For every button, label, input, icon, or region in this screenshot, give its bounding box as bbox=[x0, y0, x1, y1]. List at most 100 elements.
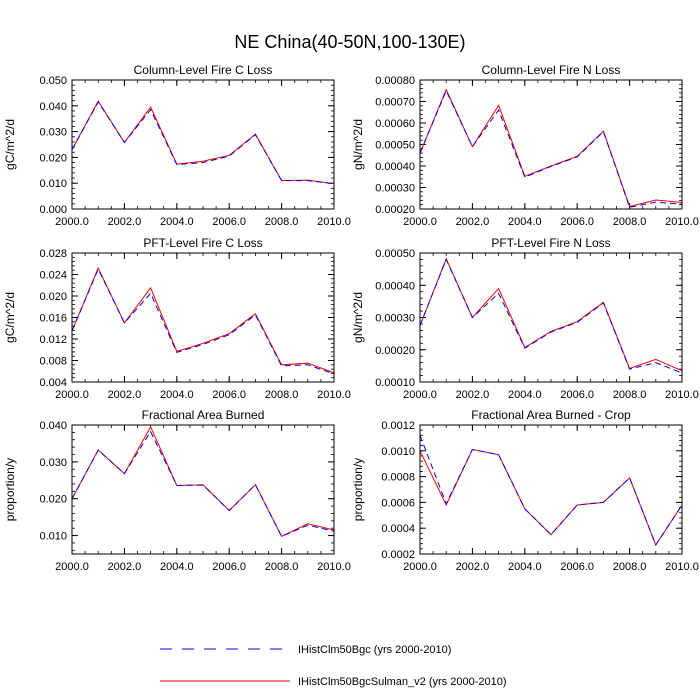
x-tick-label: 2004.0 bbox=[160, 389, 194, 401]
y-tick-label: 0.010 bbox=[39, 531, 67, 543]
y-axis-label: gC/m^2/d bbox=[3, 292, 17, 343]
y-tick-label: 0.008 bbox=[39, 356, 67, 368]
x-tick-label: 2004.0 bbox=[160, 216, 194, 228]
y-tick-label: 0.020 bbox=[39, 494, 67, 506]
chart-panel-3: PFT-Level Fire C Loss gC/m^2/d 2000.0 2002.… bbox=[3, 236, 351, 401]
y-tick-label: 0.028 bbox=[39, 248, 67, 260]
chart-panel-4: PFT-Level Fire N Loss gN/m^2/d 2000.0 2002.… bbox=[351, 236, 699, 401]
y-tick-label: 0.0010 bbox=[381, 446, 415, 458]
x-tick-label: 2008.0 bbox=[265, 561, 299, 573]
y-tick-label: 0.00010 bbox=[375, 377, 415, 389]
y-axis-label: gN/m^2/d bbox=[351, 292, 365, 343]
series-line-1 bbox=[419, 435, 683, 547]
x-tick-label: 2002.0 bbox=[456, 389, 490, 401]
x-tick-label: 2002.0 bbox=[108, 561, 142, 573]
y-tick-label: 0.00030 bbox=[375, 313, 415, 325]
x-tick-label: 2000.0 bbox=[403, 216, 437, 228]
y-tick-label: 0.0008 bbox=[381, 472, 415, 484]
x-tick-label: 2004.0 bbox=[160, 561, 194, 573]
series-line-2 bbox=[419, 448, 683, 547]
x-tick-label: 2002.0 bbox=[108, 216, 142, 228]
y-tick-label: 0.00050 bbox=[375, 140, 415, 152]
x-tick-label: 2000.0 bbox=[403, 389, 437, 401]
x-tick-label: 2004.0 bbox=[508, 216, 542, 228]
y-tick-label: 0.040 bbox=[39, 101, 67, 113]
y-tick-label: 0.00020 bbox=[375, 345, 415, 357]
x-tick-label: 2010.0 bbox=[665, 216, 699, 228]
y-tick-label: 0.040 bbox=[39, 420, 67, 432]
y-tick-label: 0.004 bbox=[39, 377, 67, 389]
x-tick-label: 2000.0 bbox=[55, 389, 89, 401]
x-tick-label: 2008.0 bbox=[265, 389, 299, 401]
figure-title: NE China(40-50N,100-130E) bbox=[234, 32, 465, 52]
series-line-1 bbox=[71, 430, 335, 537]
plot-frame bbox=[71, 424, 335, 555]
legend: IHistClm50Bgc (yrs 2000-2010) IHistClm50… bbox=[160, 644, 506, 688]
y-tick-label: 0.000 bbox=[39, 204, 67, 216]
x-tick-label: 2008.0 bbox=[265, 216, 299, 228]
chart-panel-2: Column-Level Fire N Loss gN/m^2/d 2000.0 20… bbox=[351, 63, 699, 228]
y-axis-label: proportion/y bbox=[351, 458, 365, 521]
plot-frame bbox=[419, 252, 683, 383]
series-line-1 bbox=[419, 89, 683, 208]
y-tick-label: 0.0006 bbox=[381, 497, 415, 509]
x-tick-label: 2002.0 bbox=[456, 216, 490, 228]
x-tick-label: 2004.0 bbox=[508, 561, 542, 573]
panel-title: Fractional Area Burned - Crop bbox=[471, 408, 631, 422]
y-tick-label: 0.050 bbox=[39, 75, 67, 87]
x-tick-label: 2010.0 bbox=[317, 216, 351, 228]
series-line-2 bbox=[71, 100, 335, 185]
x-tick-label: 2006.0 bbox=[212, 216, 246, 228]
panel-title: Column-Level Fire C Loss bbox=[134, 63, 273, 77]
x-tick-label: 2002.0 bbox=[108, 389, 142, 401]
y-tick-label: 0.00060 bbox=[375, 118, 415, 130]
series-line-1 bbox=[71, 267, 335, 375]
x-tick-label: 2010.0 bbox=[317, 561, 351, 573]
panel-title: PFT-Level Fire N Loss bbox=[491, 236, 610, 250]
y-tick-label: 0.024 bbox=[39, 270, 67, 282]
y-tick-label: 0.00050 bbox=[375, 248, 415, 260]
x-tick-label: 2006.0 bbox=[560, 389, 594, 401]
x-tick-label: 2000.0 bbox=[403, 561, 437, 573]
chart-panel-1: Column-Level Fire C Loss gC/m^2/d 2000.0 20… bbox=[3, 63, 351, 228]
legend-label-series-2: IHistClm50BgcSulman_v2 (yrs 2000-2010) bbox=[298, 676, 506, 688]
y-axis-label: proportion/y bbox=[3, 458, 17, 521]
x-tick-label: 2008.0 bbox=[613, 216, 647, 228]
y-tick-label: 0.00080 bbox=[375, 75, 415, 87]
y-tick-label: 0.00040 bbox=[375, 280, 415, 292]
x-tick-label: 2002.0 bbox=[456, 561, 490, 573]
panel-title: PFT-Level Fire C Loss bbox=[143, 236, 262, 250]
y-tick-label: 0.030 bbox=[39, 127, 67, 139]
x-tick-label: 2006.0 bbox=[560, 216, 594, 228]
y-tick-label: 0.00030 bbox=[375, 183, 415, 195]
series-line-1 bbox=[419, 258, 683, 374]
panels-group: Column-Level Fire C Loss gC/m^2/d 2000.0 20… bbox=[3, 63, 699, 573]
y-tick-label: 0.016 bbox=[39, 313, 67, 325]
plot-frame bbox=[71, 252, 335, 383]
y-tick-label: 0.0012 bbox=[381, 420, 415, 432]
panel-title: Column-Level Fire N Loss bbox=[482, 63, 621, 77]
legend-label-series-1: IHistClm50Bgc (yrs 2000-2010) bbox=[298, 644, 451, 656]
x-tick-label: 2000.0 bbox=[55, 561, 89, 573]
chart-panel-6: Fractional Area Burned - Crop proportion/… bbox=[351, 408, 699, 573]
series-line-2 bbox=[419, 257, 683, 372]
x-tick-label: 2010.0 bbox=[665, 561, 699, 573]
y-axis-label: gN/m^2/d bbox=[351, 119, 365, 170]
panel-title: Fractional Area Burned bbox=[142, 408, 265, 422]
chart-panel-5: Fractional Area Burned proportion/y 2000.0… bbox=[3, 408, 351, 573]
y-axis-label: gC/m^2/d bbox=[3, 119, 17, 170]
y-tick-label: 0.020 bbox=[39, 152, 67, 164]
plot-frame bbox=[419, 79, 683, 210]
plot-frame bbox=[71, 79, 335, 210]
x-tick-label: 2010.0 bbox=[317, 389, 351, 401]
y-tick-label: 0.030 bbox=[39, 457, 67, 469]
y-tick-label: 0.00070 bbox=[375, 97, 415, 109]
y-tick-label: 0.020 bbox=[39, 291, 67, 303]
x-tick-label: 2008.0 bbox=[613, 561, 647, 573]
series-line-2 bbox=[71, 425, 335, 537]
series-line-1 bbox=[71, 100, 335, 185]
x-tick-label: 2006.0 bbox=[212, 561, 246, 573]
x-tick-label: 2010.0 bbox=[665, 389, 699, 401]
y-tick-label: 0.012 bbox=[39, 334, 67, 346]
